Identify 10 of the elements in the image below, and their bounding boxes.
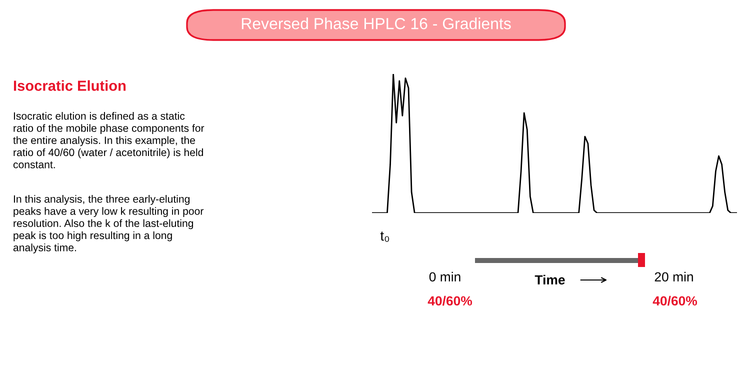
text: t₀	[380, 232, 390, 242]
text: In this analysis, the three early-eluting peaks have a very low k resulting in poor resolution. Also the k of the last-eluting peak is too high resulting in a long analysis time.	[13, 195, 204, 254]
text: 40/60%	[428, 296, 472, 306]
text: 40/60%	[652, 296, 698, 306]
text: Time	[534, 274, 565, 285]
text: 0 min	[429, 272, 460, 282]
chart-title: Reversed Phase HPLC 16 - Gradients	[242, 18, 511, 30]
text: 20 min	[654, 272, 693, 282]
text: Isocratic elution is defined as a static ratio of the mobile phase components for the entire analysis. In this example, the ratio of 40/60 (water / acetonitrile) is held constant.	[13, 112, 204, 168]
text: Isocratic Elution	[14, 80, 126, 91]
